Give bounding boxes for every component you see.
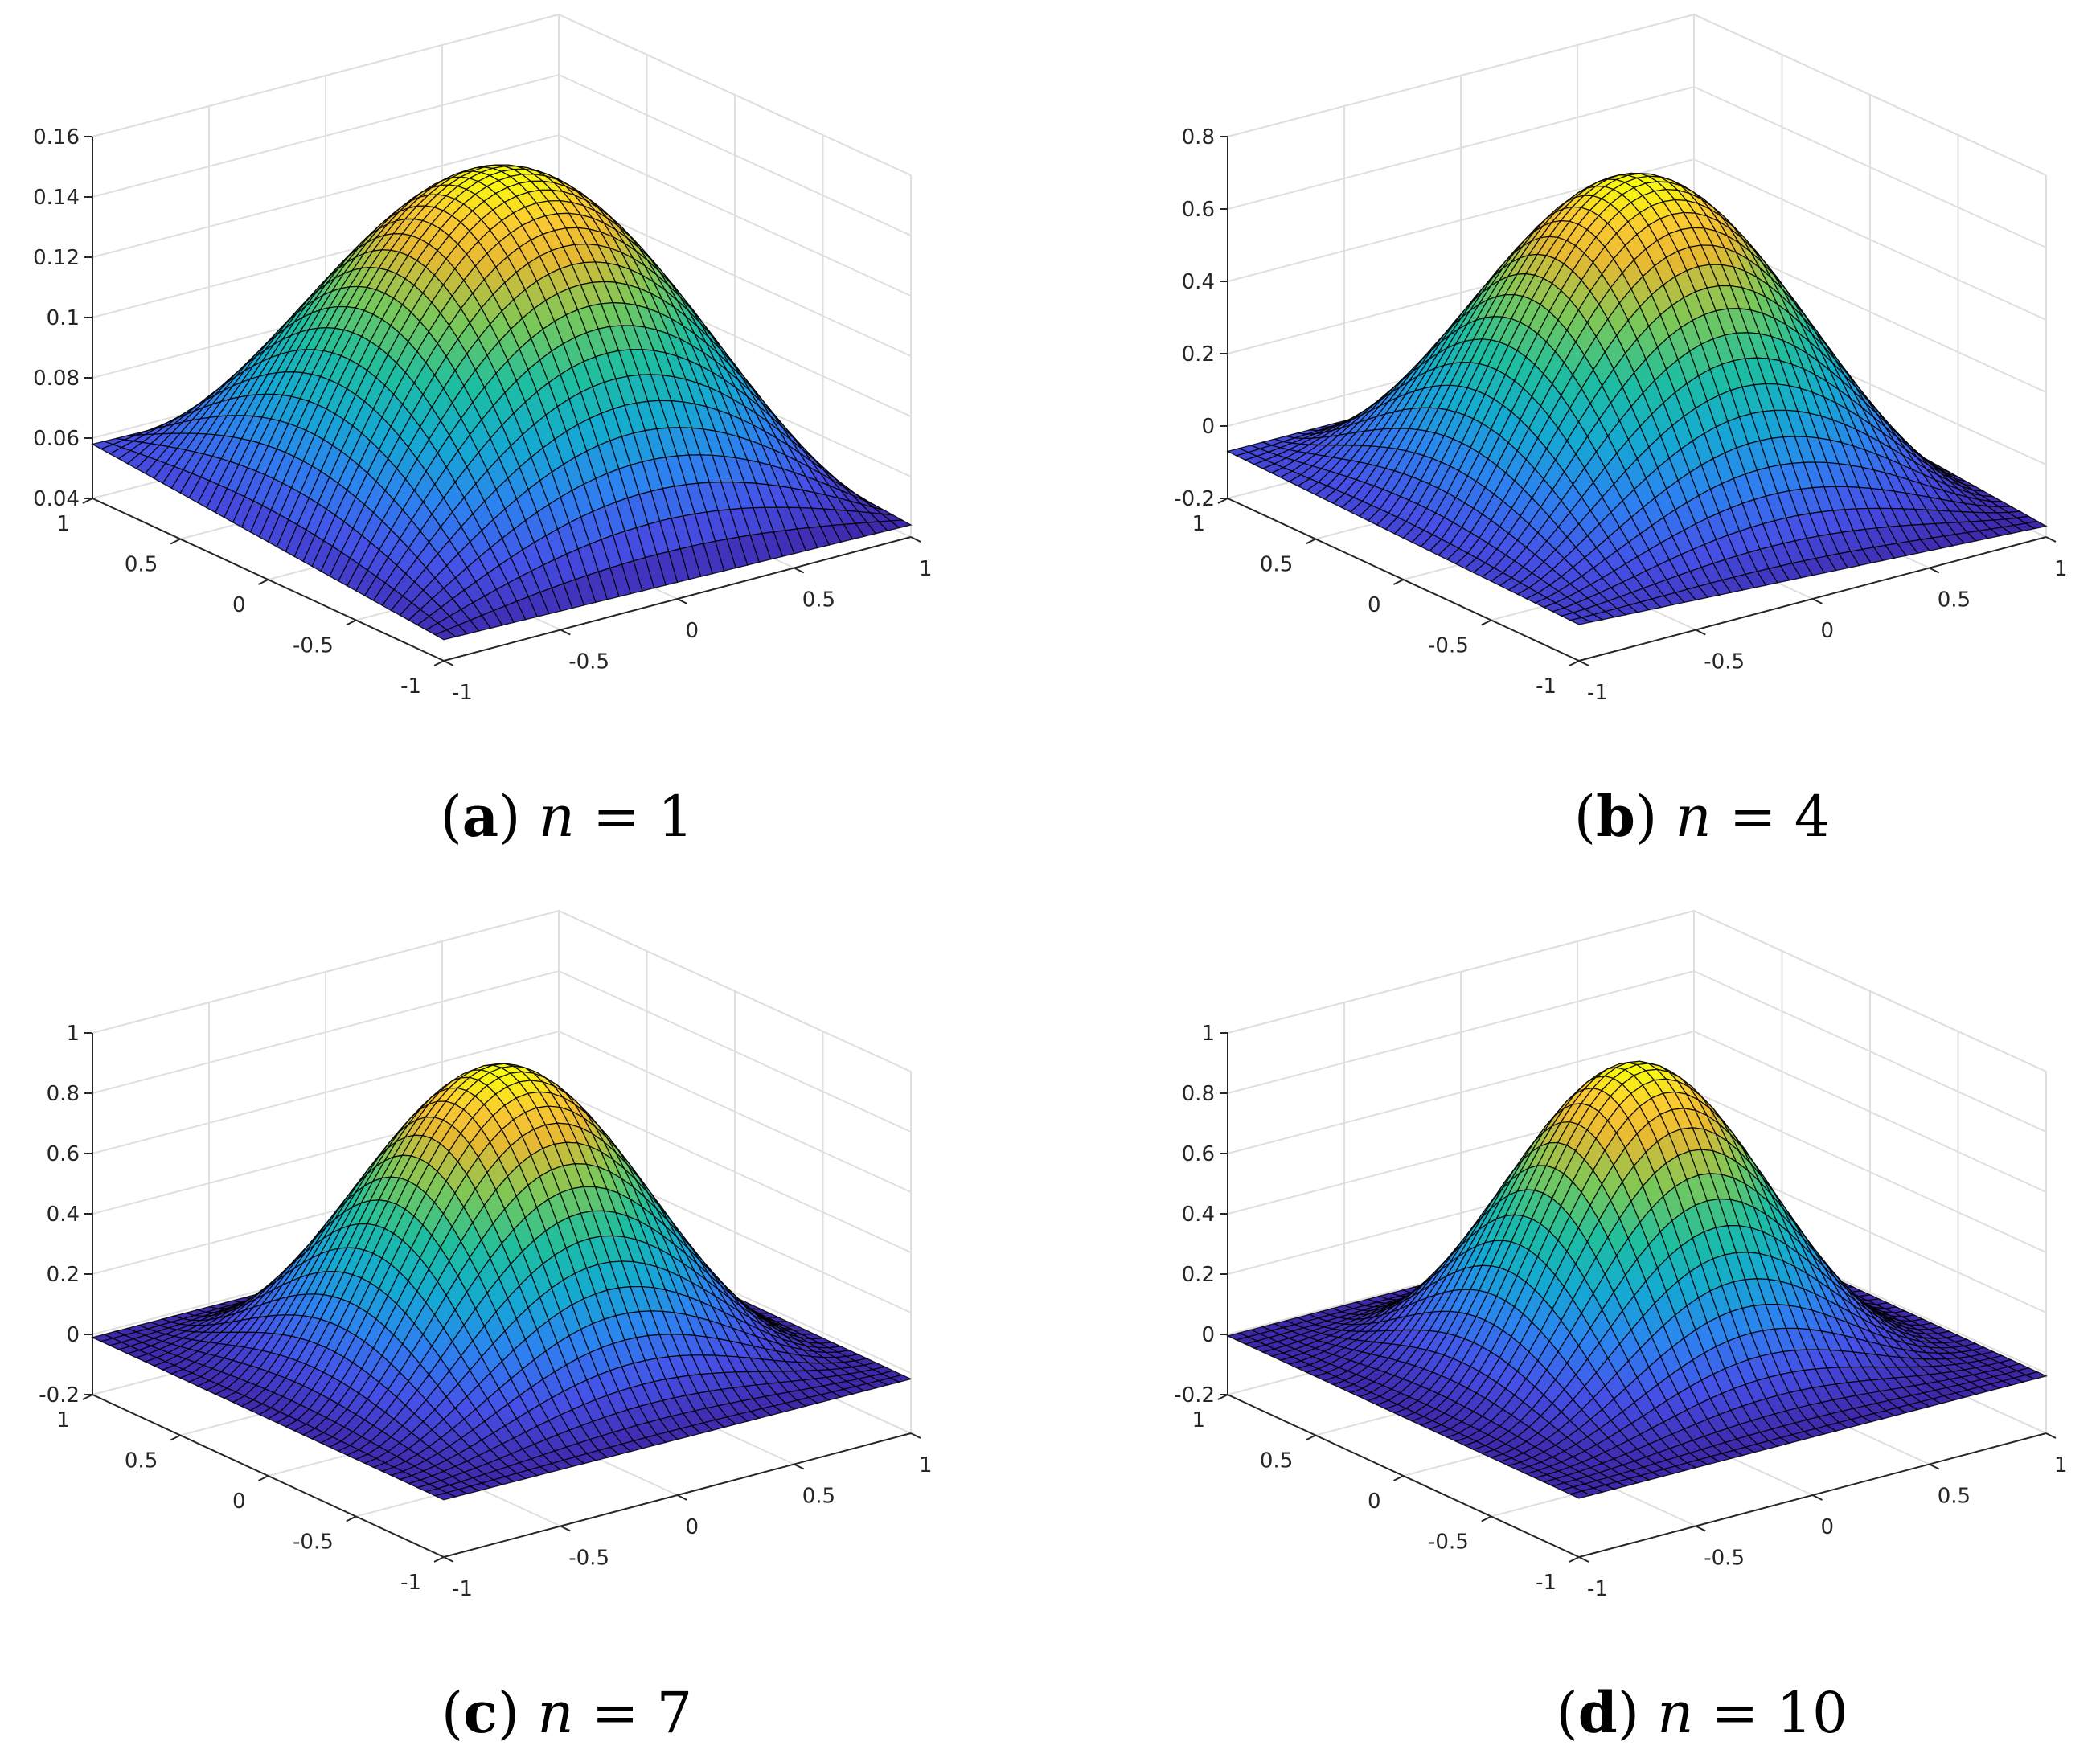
y-tick-label: -1	[400, 1571, 421, 1595]
x-tick-label: -0.5	[568, 1547, 609, 1571]
caption-variable: n	[537, 1680, 573, 1746]
caption-variable: n	[539, 784, 575, 850]
y-tick-label: 1	[56, 1408, 70, 1432]
x-tick-label: 1	[919, 1453, 933, 1477]
surface	[91, 1063, 913, 1501]
y-tick-label: -0.5	[293, 1531, 334, 1555]
surface	[91, 164, 913, 641]
z-tick-label: 0.14	[33, 186, 80, 210]
z-tick-label: 0.4	[1182, 270, 1215, 294]
y-tick-label: 0.5	[125, 1449, 158, 1473]
z-tick-label: 0.1	[47, 306, 80, 330]
z-tick-label: 0.04	[33, 487, 80, 511]
x-tick-label: 1	[919, 557, 933, 581]
z-tick-label: -0.2	[39, 1383, 80, 1408]
z-tick-label: 0.4	[47, 1203, 80, 1227]
caption-value: = 4	[1712, 784, 1831, 850]
x-tick-label: -1	[452, 681, 473, 705]
panel-caption: (a) n = 1	[440, 783, 693, 850]
x-tick-label: -1	[1587, 681, 1608, 705]
x-tick-label: 0	[686, 619, 699, 643]
caption-variable: n	[1675, 784, 1712, 850]
y-tick-label: -0.5	[1428, 634, 1469, 658]
panel-caption: (b) n = 4	[1574, 783, 1831, 850]
panel-d: -0.200.20.40.60.81-1-0.500.51-1-0.500.51…	[1174, 909, 2068, 1746]
z-tick-label: 0.06	[33, 427, 80, 451]
surface	[1226, 1060, 2048, 1499]
y-tick-label: 0	[232, 1490, 246, 1514]
y-tick-label: -1	[400, 674, 421, 699]
z-tick-label: 1	[66, 1022, 80, 1046]
caption-value: = 7	[573, 1680, 692, 1746]
z-tick-label: 0.12	[33, 246, 80, 270]
x-tick-label: 0.5	[802, 1485, 835, 1509]
x-tick-label: 0.5	[1938, 588, 1971, 613]
x-tick-label: 0	[1821, 619, 1835, 643]
panel-caption: (c) n = 7	[441, 1679, 692, 1746]
caption-label: a	[462, 783, 498, 850]
panel-b: -0.2 0 0.2 0.4 0.6 0.8 -1 -0.5 0 0.5 1 -1 -0.5 0 0.5 1 (…	[1174, 13, 2068, 850]
y-tick-label: -0.5	[293, 634, 334, 658]
y-tick-label: 1	[56, 512, 70, 536]
panel-c: -0.2 0 0.2 0.4 0.6 0.8 1 -1 -0.5 0 0.5 1 -1 -0.5 0 0.5 1…	[39, 909, 933, 1746]
z-tick-label: 0.8	[1182, 125, 1215, 150]
z-tick-label: 0.8	[47, 1082, 80, 1106]
z-tick-label: 0.2	[47, 1263, 80, 1287]
z-tick-label: -0.2	[1174, 487, 1215, 511]
caption-label: c	[463, 1679, 498, 1746]
z-tick-label: 0.16	[33, 125, 80, 150]
x-tick-label: 0.5	[802, 588, 835, 613]
y-tick-label: 1	[1192, 512, 1205, 536]
y-tick-label: 0	[232, 593, 246, 617]
y-tick-label: -1	[1536, 674, 1557, 699]
y-tick-label: 0.5	[125, 553, 158, 577]
z-tick-label: 0	[66, 1323, 80, 1347]
z-tick-label: 0.6	[47, 1142, 80, 1166]
x-tick-label: 1	[2054, 557, 2068, 581]
z-tick-label: 0.08	[33, 367, 80, 391]
y-tick-label: 0	[1368, 593, 1381, 617]
caption-label: b	[1596, 783, 1635, 850]
z-tick-label: 0	[1201, 415, 1215, 439]
x-tick-label: -0.5	[1704, 650, 1745, 674]
z-tick-label: 0.2	[1182, 342, 1215, 367]
x-tick-label: -1	[452, 1577, 473, 1601]
z-tick-label: 0.6	[1182, 198, 1215, 222]
y-tick-label: 0.5	[1260, 553, 1293, 577]
x-tick-label: 0	[686, 1515, 699, 1539]
x-tick-label: -0.5	[568, 650, 609, 674]
surface	[1226, 172, 2048, 625]
panel-a: 0.04 0.06 0.08 0.1 0.12 0.14 0.16 -1 -0.5 0 0.5 1 -1…	[33, 13, 933, 850]
caption-value: = 1	[575, 784, 694, 850]
